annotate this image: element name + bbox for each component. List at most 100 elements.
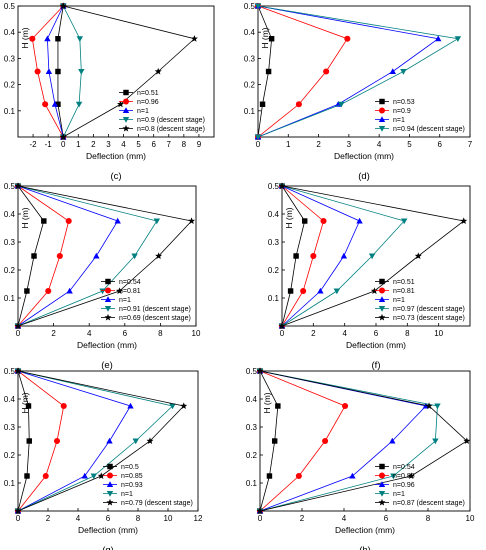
data-point	[14, 367, 22, 374]
chart-panel: 0 2 4 6 8 10 0.1 0.2 0.3 0.4 0.5 Deflection (mm) H (…	[246, 367, 475, 550]
x-tick-label: 8	[182, 140, 187, 149]
x-tick-label: 1	[286, 140, 291, 149]
y-tick-label: 0.4	[244, 28, 256, 37]
legend: n=0.5 n=0.85 n=0.93 n=1 n=0.79 (descent stag…	[103, 463, 193, 507]
series-line	[62, 5, 82, 138]
data-point	[65, 217, 72, 225]
panel-caption: (f)	[372, 360, 381, 371]
legend-marker	[122, 116, 130, 123]
x-tick-label: 1	[76, 140, 81, 149]
data-point	[256, 367, 264, 374]
x-axis-title: Deflection (mm)	[77, 340, 137, 350]
legend-entry: n=0.97 (descent stage)	[375, 305, 465, 313]
legend-marker	[378, 313, 386, 321]
x-tick-label: 2	[51, 329, 56, 338]
legend-entry: n=0.54	[375, 463, 415, 471]
data-point	[390, 473, 397, 480]
series-line	[17, 370, 185, 512]
data-point	[115, 287, 123, 294]
legend-label: n=0.8 (descent stage)	[137, 126, 205, 133]
legend-label: n=1	[137, 108, 149, 115]
legend-entry: n=0.81	[101, 287, 141, 295]
chart-panel: 0 2 4 6 8 10 0.1 0.2 0.3 0.4 0.5 Deflection (mm) H (…	[4, 182, 201, 371]
data-point	[97, 472, 105, 479]
legend-marker	[378, 490, 386, 497]
legend-entry: n=0.51	[375, 278, 415, 286]
x-tick-label: 0	[61, 140, 66, 149]
x-axis-title: Deflection (mm)	[78, 525, 138, 535]
series-line	[259, 370, 438, 512]
legend-entry: n=0.69 (descent stage)	[101, 313, 191, 322]
legend-label: n=0.5	[121, 464, 139, 471]
data-series	[14, 182, 196, 329]
legend-marker	[106, 498, 114, 506]
data-point	[45, 287, 52, 295]
legend-label: n=0.81	[393, 288, 415, 295]
data-series	[14, 368, 176, 515]
series-line	[257, 5, 460, 138]
y-tick-label: 0.4	[4, 210, 16, 219]
series-line	[17, 185, 193, 327]
data-point	[131, 253, 138, 260]
legend-label: n=0.94 (descent stage)	[393, 126, 465, 133]
legend-marker	[104, 287, 112, 294]
data-point	[59, 133, 67, 140]
legend-label: n=0.79 (descent stage)	[121, 500, 193, 507]
x-tick-label: 10	[434, 329, 443, 338]
data-point	[432, 438, 439, 445]
y-tick-label: 0.5	[4, 182, 16, 191]
legend-entry: n=1	[375, 296, 405, 304]
data-series	[59, 2, 198, 140]
legend: n=0.54 n=0.88 n=0.96 n=1 n=0.87 (descent sta…	[375, 463, 465, 507]
data-point	[293, 253, 299, 259]
data-point	[333, 288, 341, 295]
data-series	[14, 367, 188, 514]
data-point	[29, 35, 36, 42]
chart-panel: 0 2 4 6 8 10 0.1 0.2 0.3 0.4 0.5 Deflection (mm) H (…	[268, 182, 471, 371]
legend-entry: n=1	[375, 116, 405, 124]
x-tick-label: 8	[426, 514, 431, 523]
legend-label: n=0.97 (descent stage)	[393, 306, 465, 313]
y-tick-label: 0.1	[4, 107, 16, 116]
data-point	[287, 288, 294, 294]
legend-marker	[378, 107, 386, 114]
legend: n=0.53 n=0.9 n=1 n=0.94 (descent stage)	[375, 98, 465, 133]
data-point	[389, 68, 396, 75]
legend-marker	[378, 481, 386, 488]
legend-marker	[378, 305, 386, 312]
legend-marker	[378, 296, 386, 303]
x-tick-label: 6	[151, 140, 156, 149]
x-tick-label: 0	[258, 514, 263, 523]
x-tick-label: 6	[123, 329, 128, 338]
x-axis-title: Deflection (mm)	[86, 151, 146, 161]
data-point	[14, 507, 22, 514]
data-point	[78, 68, 85, 75]
x-tick-label: 2	[46, 514, 51, 523]
data-point	[254, 134, 262, 141]
x-tick-label: -2	[30, 140, 38, 149]
data-point	[127, 402, 134, 409]
legend-label: n=0.9	[393, 108, 411, 115]
legend-marker	[378, 472, 386, 479]
data-point	[295, 472, 302, 480]
data-point	[275, 403, 281, 409]
legend-entry: n=0.8 (descent stage)	[119, 124, 205, 133]
x-tick-label: -1	[45, 140, 53, 149]
x-tick-label: 4	[76, 514, 81, 523]
legend-marker	[106, 472, 114, 479]
y-axis-title: H (m)	[262, 392, 272, 413]
data-series	[55, 3, 66, 140]
legend-marker	[378, 287, 386, 294]
data-point	[146, 437, 154, 444]
data-point	[278, 322, 286, 329]
legend-entry: n=0.54	[101, 278, 141, 286]
data-point	[51, 101, 59, 107]
data-point	[344, 35, 351, 42]
data-point	[295, 101, 302, 108]
series-line	[259, 370, 427, 512]
y-tick-label: 0.3	[244, 54, 256, 63]
legend-entry: n=1	[101, 296, 131, 304]
plot-frame	[17, 5, 215, 138]
data-point	[268, 36, 275, 42]
